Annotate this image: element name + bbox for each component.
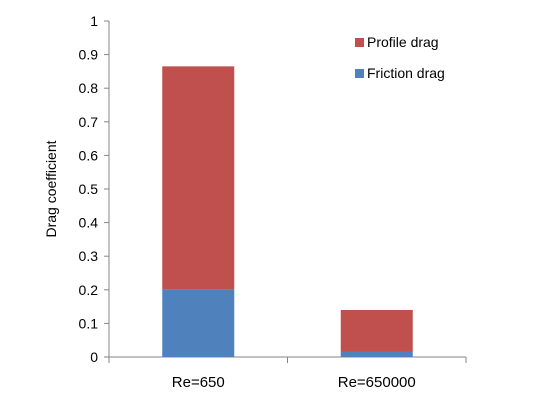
- y-tick-label: 0: [90, 349, 98, 365]
- category-label: Re=650: [172, 374, 225, 391]
- bars: [162, 66, 413, 357]
- y-tick-label: 0.9: [79, 47, 99, 63]
- legend-swatch-friction-drag: [355, 69, 364, 78]
- legend-swatch-profile-drag: [355, 38, 364, 47]
- y-tick-label: 1: [90, 13, 98, 29]
- y-tick-label: 0.4: [79, 215, 99, 231]
- y-tick-label: 0.7: [79, 114, 99, 130]
- category-labels: Re=650 Re=650000: [172, 374, 416, 391]
- bar-profile-drag: [340, 309, 413, 352]
- legend-label-friction-drag: Friction drag: [367, 65, 445, 81]
- bar-friction-drag: [340, 351, 413, 357]
- y-axis-title: Drag coefficient: [43, 140, 59, 237]
- y-tick-label: 0.5: [79, 181, 99, 197]
- bar-friction-drag: [162, 289, 235, 357]
- legend: Profile drag Friction drag: [355, 34, 445, 81]
- category-label: Re=650000: [338, 374, 416, 391]
- legend-label-profile-drag: Profile drag: [367, 34, 439, 50]
- y-tick-label: 0.8: [79, 80, 99, 96]
- bar-profile-drag: [162, 66, 235, 290]
- y-tick-label: 0.6: [79, 147, 99, 163]
- y-tick-label: 0.3: [79, 248, 99, 264]
- y-tick-label: 0.2: [79, 282, 99, 298]
- x-axis: [108, 356, 467, 363]
- y-axis: 0 0.1 0.2 0.3 0.4 0.5 0.6 0.7 0.8 0.9 1: [79, 13, 110, 365]
- y-tick-label: 0.1: [79, 315, 99, 331]
